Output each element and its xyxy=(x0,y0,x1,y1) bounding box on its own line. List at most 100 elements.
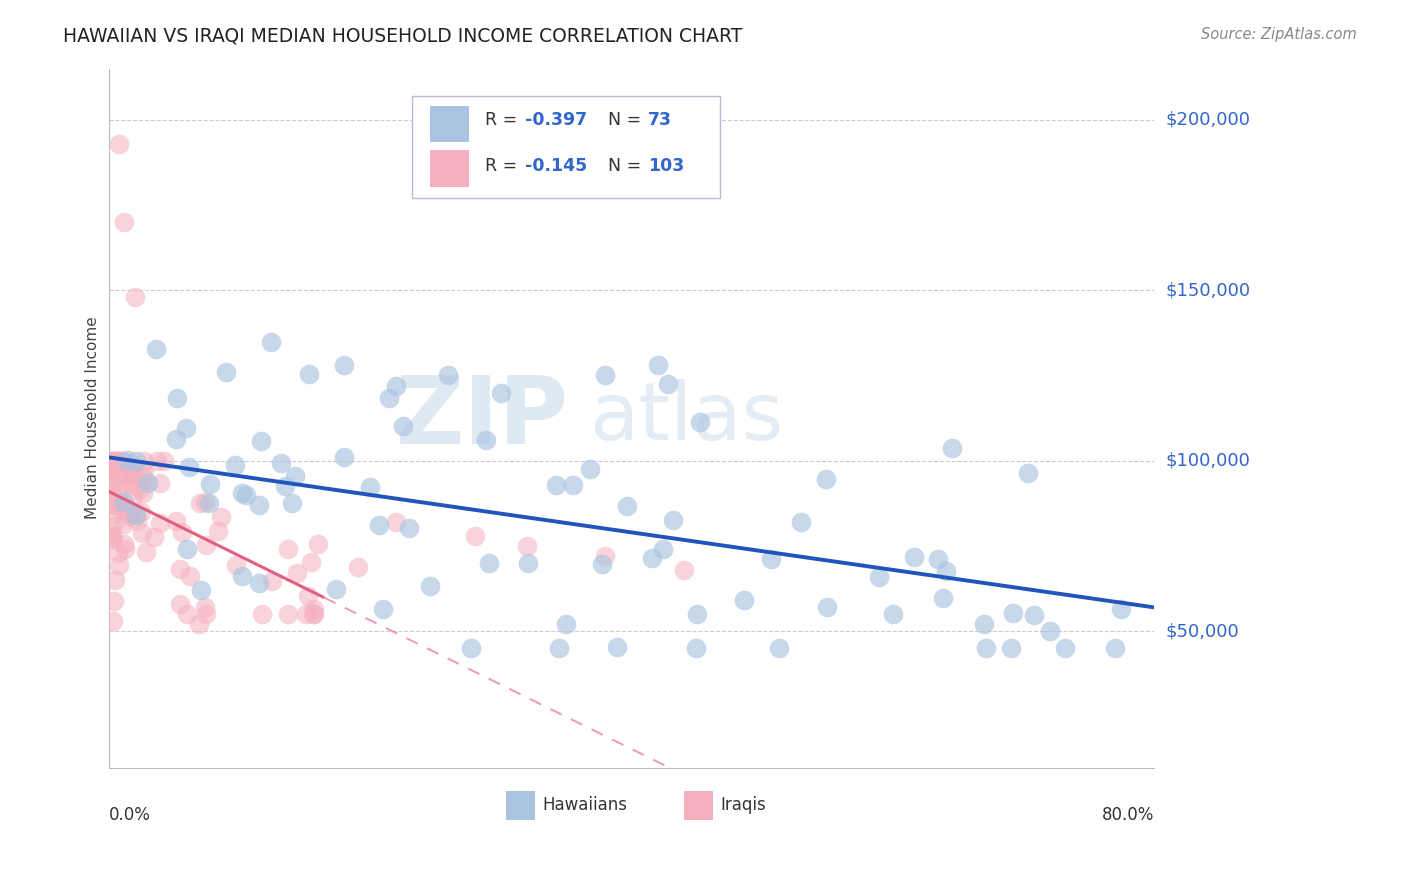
Text: -0.145: -0.145 xyxy=(524,157,586,175)
Point xyxy=(103,454,125,468)
Point xyxy=(385,515,408,529)
Point xyxy=(124,290,146,304)
Point xyxy=(120,507,142,521)
Point xyxy=(100,456,122,470)
Point xyxy=(108,454,131,468)
Point xyxy=(768,641,790,656)
Point xyxy=(129,505,152,519)
Point xyxy=(104,493,127,508)
Point xyxy=(188,617,211,632)
Point xyxy=(235,488,257,502)
Point xyxy=(1039,624,1062,639)
Point xyxy=(190,583,212,598)
Point xyxy=(641,550,664,565)
Point xyxy=(215,365,238,379)
Point xyxy=(606,640,628,654)
FancyBboxPatch shape xyxy=(412,96,720,198)
Point xyxy=(1053,641,1076,656)
Point xyxy=(789,516,811,530)
Point xyxy=(135,545,157,559)
Point xyxy=(110,454,132,468)
Point xyxy=(112,458,135,473)
Point xyxy=(107,455,129,469)
Point xyxy=(197,496,219,510)
Point xyxy=(1017,467,1039,481)
Point xyxy=(1104,641,1126,656)
Point xyxy=(211,509,233,524)
Point xyxy=(299,555,322,569)
Text: atlas: atlas xyxy=(589,379,785,457)
Point xyxy=(108,558,131,573)
Point xyxy=(107,454,129,468)
Point xyxy=(231,486,253,500)
Point xyxy=(117,478,139,492)
Text: 73: 73 xyxy=(648,111,672,128)
Point xyxy=(100,478,122,492)
Point xyxy=(112,215,135,229)
Point xyxy=(555,617,578,632)
Point xyxy=(273,479,295,493)
Point xyxy=(112,504,135,518)
Point xyxy=(101,519,124,533)
Point xyxy=(419,578,441,592)
Text: 80.0%: 80.0% xyxy=(1102,806,1154,824)
Point xyxy=(247,576,270,591)
Point xyxy=(544,478,567,492)
Point xyxy=(134,454,156,468)
Text: ZIP: ZIP xyxy=(396,372,568,464)
Text: $100,000: $100,000 xyxy=(1166,451,1250,470)
Point xyxy=(101,529,124,543)
Point xyxy=(142,530,165,544)
Point xyxy=(593,368,616,383)
Point xyxy=(298,367,321,381)
Point xyxy=(104,574,127,588)
Point xyxy=(110,478,132,492)
Point xyxy=(100,463,122,477)
Point xyxy=(132,464,155,478)
Text: 103: 103 xyxy=(648,157,685,175)
Point xyxy=(118,466,141,480)
Point xyxy=(1109,602,1132,616)
Point xyxy=(733,593,755,607)
Point xyxy=(122,462,145,476)
Point xyxy=(104,454,127,468)
Point xyxy=(398,521,420,535)
Text: Source: ZipAtlas.com: Source: ZipAtlas.com xyxy=(1201,27,1357,42)
Point xyxy=(478,556,501,570)
Point xyxy=(149,475,172,490)
Point xyxy=(247,499,270,513)
Point xyxy=(284,468,307,483)
Text: $200,000: $200,000 xyxy=(1166,111,1250,128)
Point xyxy=(1000,641,1022,656)
Point xyxy=(112,454,135,468)
Point xyxy=(104,454,127,468)
Point xyxy=(647,358,669,372)
Point xyxy=(100,499,122,513)
Point xyxy=(973,617,995,632)
Point xyxy=(548,641,571,656)
Point xyxy=(277,607,299,622)
Point xyxy=(104,460,127,475)
Point xyxy=(616,499,638,513)
Point xyxy=(325,582,347,596)
Point xyxy=(169,597,191,611)
Point xyxy=(307,536,329,550)
Point xyxy=(111,466,134,480)
Point xyxy=(385,378,408,392)
Point xyxy=(132,485,155,500)
Point xyxy=(517,556,540,570)
Text: Hawaiians: Hawaiians xyxy=(543,797,627,814)
Point xyxy=(124,508,146,522)
Y-axis label: Median Household Income: Median Household Income xyxy=(86,317,100,519)
Bar xyxy=(430,151,470,186)
Point xyxy=(378,391,401,405)
Point xyxy=(112,495,135,509)
Text: -0.397: -0.397 xyxy=(524,111,586,128)
Point xyxy=(277,541,299,556)
Point xyxy=(672,563,695,577)
Point xyxy=(152,454,174,468)
Point xyxy=(591,557,613,571)
Point xyxy=(516,539,538,553)
Point xyxy=(101,454,124,468)
Point xyxy=(194,607,217,622)
